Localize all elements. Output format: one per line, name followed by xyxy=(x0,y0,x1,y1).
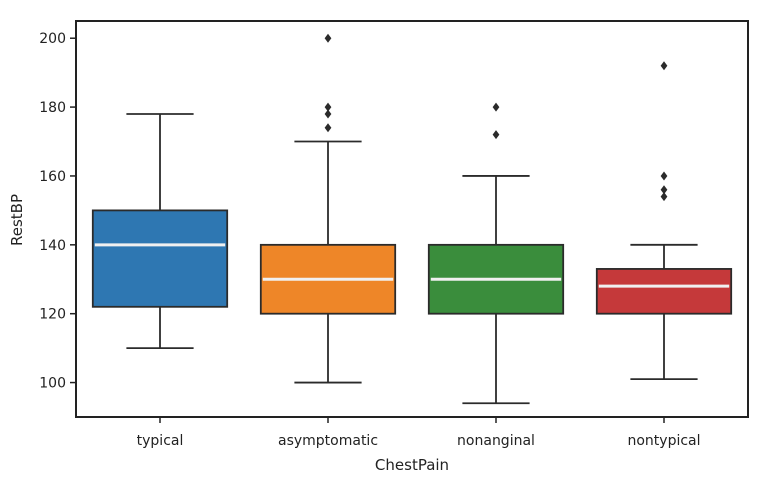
y-tick-label: 200 xyxy=(39,31,66,47)
outlier-point xyxy=(660,192,668,202)
y-tick-label: 160 xyxy=(39,169,66,185)
x-tick-label: typical xyxy=(137,433,184,449)
y-tick-label: 180 xyxy=(39,100,66,116)
plot-frame xyxy=(75,20,749,418)
x-tick-label: asymptomatic xyxy=(278,433,378,449)
outlier-point xyxy=(660,61,668,71)
x-axis: typical asymptomatic nonanginal nontypical xyxy=(137,417,701,449)
outlier-point xyxy=(324,109,332,119)
outlier-point xyxy=(324,123,332,133)
y-tick-label: 140 xyxy=(39,238,66,254)
outlier-point xyxy=(492,102,500,112)
box-asymptomatic xyxy=(259,33,397,384)
outlier-point xyxy=(324,102,332,112)
box-nonanginal xyxy=(427,102,565,405)
outlier-point xyxy=(660,185,668,195)
x-tick-label: nonanginal xyxy=(457,433,535,449)
box-iqr xyxy=(91,209,229,308)
y-tick-label: 120 xyxy=(39,307,66,323)
outlier-point xyxy=(492,130,500,140)
x-axis-label: ChestPain xyxy=(375,456,449,474)
outlier-point xyxy=(324,33,332,43)
y-tick-label: 100 xyxy=(39,376,66,392)
outlier-point xyxy=(660,171,668,181)
box-nontypical xyxy=(595,61,733,381)
boxes xyxy=(91,33,733,405)
y-axis: 100 120 140 160 180 200 xyxy=(39,31,76,392)
box-typical xyxy=(91,113,229,350)
box-iqr xyxy=(595,268,733,315)
y-axis-label: RestBP xyxy=(8,194,26,246)
x-tick-label: nontypical xyxy=(627,433,700,449)
